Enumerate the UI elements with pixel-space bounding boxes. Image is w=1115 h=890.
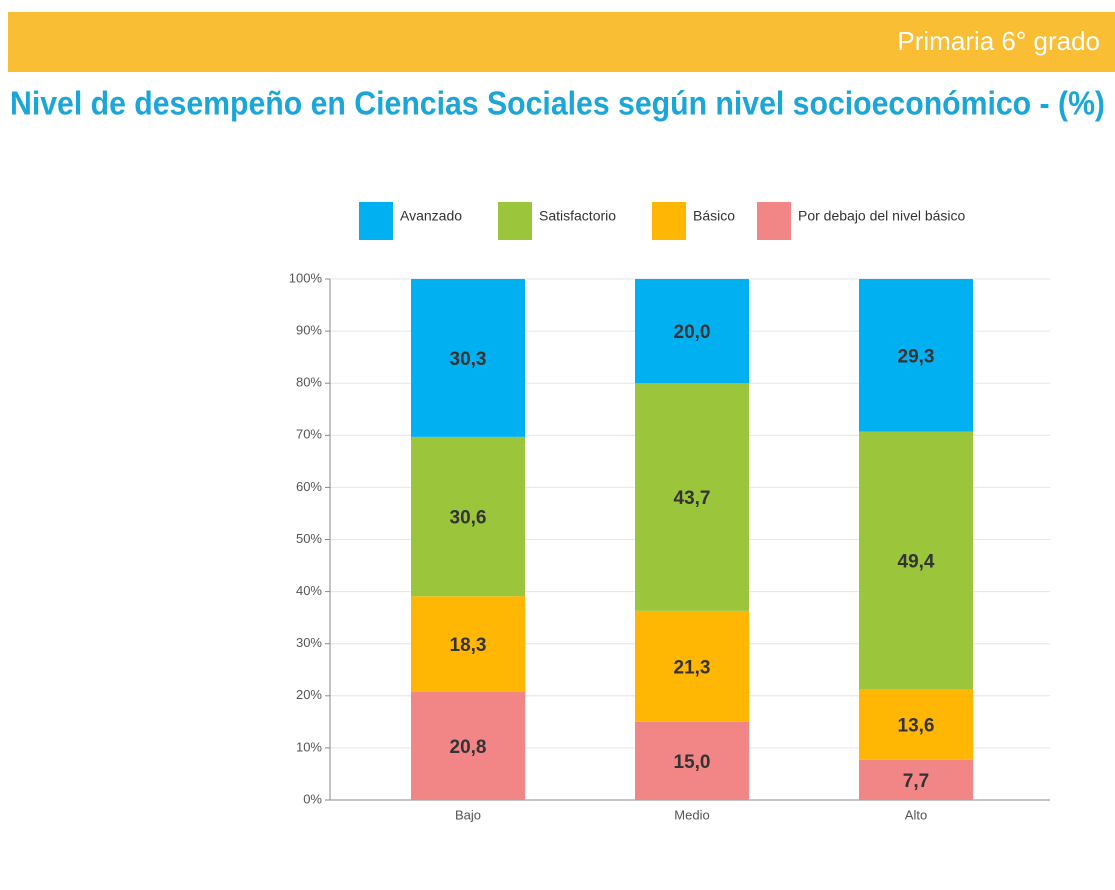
value-label: 15,0	[674, 752, 711, 773]
bar-segment	[859, 431, 973, 690]
chart-title: Nivel de desempeño en Ciencias Sociales …	[10, 85, 1105, 122]
legend-swatch	[498, 202, 532, 240]
y-tick-label: 70%	[296, 427, 322, 442]
legend-label: Básico	[693, 208, 735, 224]
legend-swatch	[652, 202, 686, 240]
legend-label: Satisfactorio	[539, 208, 616, 224]
y-tick-label: 60%	[296, 479, 322, 494]
y-tick-label: 30%	[296, 635, 322, 650]
header-title: Primaria 6° grado	[897, 26, 1100, 56]
legend-swatch	[757, 202, 791, 240]
bar-segment	[411, 596, 525, 692]
y-tick-label: 20%	[296, 687, 322, 702]
bar-segment	[411, 691, 525, 800]
value-label: 30,6	[450, 508, 487, 529]
header-band	[8, 12, 1115, 72]
x-tick-label: Medio	[674, 807, 709, 822]
bar-segment	[859, 689, 973, 760]
value-label: 43,7	[674, 488, 711, 509]
value-label: 20,8	[450, 737, 487, 758]
y-tick-label: 80%	[296, 375, 322, 390]
value-label: 29,3	[898, 346, 935, 367]
y-tick-label: 100%	[289, 270, 323, 285]
bar-segment	[411, 279, 525, 437]
value-label: 7,7	[903, 771, 929, 792]
y-tick-label: 0%	[303, 791, 322, 806]
y-tick-label: 40%	[296, 583, 322, 598]
x-tick-label: Bajo	[455, 807, 481, 822]
legend-swatch	[359, 202, 393, 240]
bar-segment	[635, 721, 749, 800]
bar-segment	[635, 610, 749, 722]
bar-segment	[635, 279, 749, 384]
bar-segment	[859, 759, 973, 800]
value-label: 30,3	[450, 349, 487, 370]
value-label: 18,3	[450, 635, 487, 656]
bar-segment	[635, 383, 749, 611]
y-tick-label: 10%	[296, 739, 322, 754]
y-tick-label: 90%	[296, 323, 322, 338]
value-label: 20,0	[674, 322, 711, 343]
value-label: 49,4	[898, 551, 935, 572]
x-tick-label: Alto	[905, 807, 927, 822]
legend-label: Por debajo del nivel básico	[798, 208, 966, 224]
bar-segment	[411, 436, 525, 597]
bar-segment	[859, 279, 973, 432]
y-tick-label: 50%	[296, 531, 322, 546]
legend-label: Avanzado	[400, 208, 462, 224]
value-label: 21,3	[674, 657, 711, 678]
value-label: 13,6	[898, 715, 935, 736]
